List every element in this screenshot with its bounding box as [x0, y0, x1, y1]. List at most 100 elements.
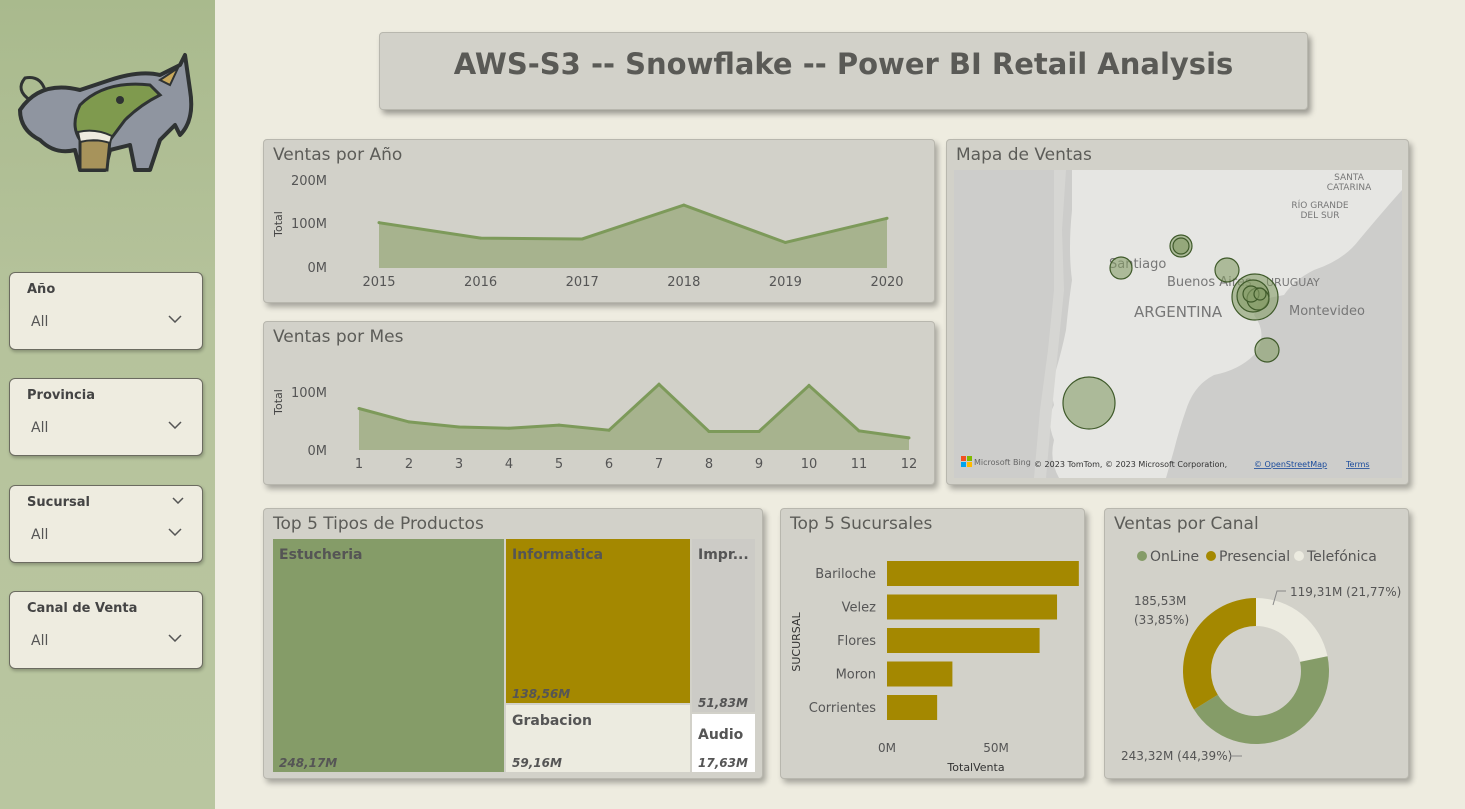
map-bubble[interactable]: [1109, 256, 1133, 280]
treemap-value-label: 248,17M: [279, 756, 337, 770]
treemap-category-label: Estucheria: [279, 547, 362, 563]
card-title: Top 5 Tipos de Productos: [273, 514, 484, 534]
x-tick-label: 2017: [566, 275, 599, 290]
slicer-value[interactable]: All: [31, 633, 49, 649]
chevron-down-icon[interactable]: [168, 528, 182, 536]
svg-text:Microsoft Bing: Microsoft Bing: [974, 458, 1031, 467]
terms-link[interactable]: Terms: [1345, 460, 1370, 469]
chevron-down-icon[interactable]: [172, 497, 184, 504]
map-label: SANTA: [1334, 173, 1365, 183]
treemap-category-label: Impr...: [698, 547, 749, 563]
map-bubble[interactable]: [1253, 287, 1267, 301]
map-label: CATARINA: [1327, 183, 1372, 193]
data-point: [907, 436, 911, 440]
category-label: Corrientes: [809, 701, 876, 716]
map-label: DEL SUR: [1300, 211, 1339, 221]
category-label: Flores: [837, 634, 876, 649]
bar: [887, 594, 1058, 620]
bar-chart[interactable]: Bariloche Velez Flores Moron Corrientes 0M 50M…: [781, 509, 1084, 778]
treemap-value-label: 59,16M: [512, 756, 562, 770]
slicer-provincia[interactable]: Provincia All: [9, 378, 203, 456]
x-tick-label: 8: [705, 457, 713, 472]
treemap-category-label: Informatica: [512, 547, 603, 563]
card-title: Top 5 Sucursales: [790, 514, 933, 534]
data-point: [580, 237, 584, 241]
map-bubble[interactable]: [1062, 376, 1116, 430]
data-point: [857, 429, 861, 433]
map-label-uruguay: URUGUAY: [1266, 276, 1320, 289]
x-axis-label: TotalVenta: [946, 761, 1004, 774]
slicer-sucursal[interactable]: Sucursal All: [9, 485, 203, 563]
chevron-down-icon[interactable]: [168, 315, 182, 323]
sales-map[interactable]: SANTA CATARINA RÍO GRANDE DEL SUR Santia…: [954, 170, 1402, 478]
area-fill: [379, 205, 887, 268]
microsoft-bing-logo: Microsoft Bing: [961, 456, 1031, 467]
series-line: [358, 382, 910, 440]
slicer-anio[interactable]: Año All: [9, 272, 203, 350]
openstreetmap-link[interactable]: © OpenStreetMap: [1254, 460, 1327, 469]
slicer-value[interactable]: All: [31, 420, 49, 436]
x-tick-label: 2015: [362, 275, 395, 290]
data-label: 243,32M (44,39%): [1121, 749, 1232, 763]
x-tick-label: 10: [801, 457, 818, 472]
chevron-down-icon[interactable]: [168, 421, 182, 429]
x-tick-label: 0M: [878, 741, 896, 755]
card-title: Ventas por Mes: [273, 327, 404, 347]
card-title: Ventas por Año: [273, 145, 403, 165]
y-axis-label: Total: [272, 211, 285, 238]
donut-slice: [1256, 598, 1328, 662]
legend-label: Presencial: [1219, 549, 1290, 565]
legend-label: Telefónica: [1306, 549, 1377, 565]
ventas-por-mes-card[interactable]: Ventas por Mes Total 0M 100M 1 2 3 4 5 6 7 8 9 10…: [263, 321, 935, 485]
legend-marker: [1206, 551, 1216, 561]
map-attribution: © 2023 TomTom, © 2023 Microsoft Corporat…: [1034, 460, 1227, 469]
data-point: [682, 203, 686, 207]
top-productos-card[interactable]: Top 5 Tipos de Productos Estucheria 248,1…: [263, 508, 763, 779]
mapa-de-ventas-card[interactable]: Mapa de Ventas SANTA CATARINA RÍO GRANDE…: [946, 139, 1409, 485]
slicer-value[interactable]: All: [31, 314, 49, 330]
ventas-por-mes-chart[interactable]: Total 0M 100M 1 2 3 4 5 6 7 8 9 10 11 12: [264, 322, 934, 484]
y-tick-label: 200M: [291, 174, 327, 189]
ventas-canal-card[interactable]: Ventas por Canal OnLine Presencial Telefón…: [1104, 508, 1409, 779]
data-point: [377, 221, 381, 225]
top-sucursales-card[interactable]: Top 5 Sucursales Bariloche Velez Flores Mor…: [780, 508, 1085, 779]
category-label: Velez: [842, 601, 876, 616]
slicer-canal[interactable]: Canal de Venta All: [9, 591, 203, 669]
data-point: [479, 236, 483, 240]
report-title-box: AWS-S3 -- Snowflake -- Power BI Retail A…: [379, 32, 1308, 110]
donut-chart[interactable]: OnLine Presencial Telefónica 243,32M (44,39…: [1105, 509, 1408, 778]
x-tick-label: 5: [555, 457, 563, 472]
slicer-label: Sucursal: [27, 495, 90, 510]
chevron-down-icon[interactable]: [168, 634, 182, 642]
y-tick-label: 100M: [291, 217, 327, 232]
map-bubble[interactable]: [1254, 337, 1280, 363]
rhino-logo-icon: [18, 53, 194, 172]
slicer-value[interactable]: All: [31, 527, 49, 543]
treemap-category-label: Grabacion: [512, 713, 592, 729]
treemap-value-label: 17,63M: [698, 756, 748, 770]
legend-marker: [1294, 551, 1304, 561]
data-point: [607, 428, 611, 432]
data-label: 185,53M: [1134, 594, 1186, 608]
data-point: [507, 426, 511, 430]
y-tick-label: 100M: [291, 386, 327, 401]
map-bubble[interactable]: [1172, 237, 1190, 255]
y-axis-label: Total: [272, 389, 285, 416]
area-fill: [359, 384, 909, 450]
treemap-tile: [506, 539, 690, 703]
x-tick-label: 3: [455, 457, 463, 472]
x-tick-label: 6: [605, 457, 613, 472]
x-tick-label: 50M: [983, 741, 1009, 755]
treemap-chart[interactable]: Estucheria 248,17M Informatica 138,56M Graba…: [264, 509, 762, 778]
ventas-por-anio-chart[interactable]: Total 0M 100M 200M 2015 2016 2017 2018 2019 2…: [264, 140, 934, 302]
ventas-por-anio-card[interactable]: Ventas por Año Total 0M 100M 200M 2015 20…: [263, 139, 935, 303]
sidebar: Año All Provincia All Sucursal All Canal…: [0, 0, 215, 809]
x-tick-label: 4: [505, 457, 513, 472]
report-title: AWS-S3 -- Snowflake -- Power BI Retail A…: [453, 47, 1234, 81]
x-tick-label: 9: [755, 457, 763, 472]
treemap-tile: [273, 539, 504, 772]
treemap-value-label: 51,83M: [698, 696, 748, 710]
map-bubble[interactable]: [1214, 257, 1240, 283]
data-label: (33,85%): [1134, 613, 1189, 627]
category-label: Moron: [836, 668, 876, 683]
